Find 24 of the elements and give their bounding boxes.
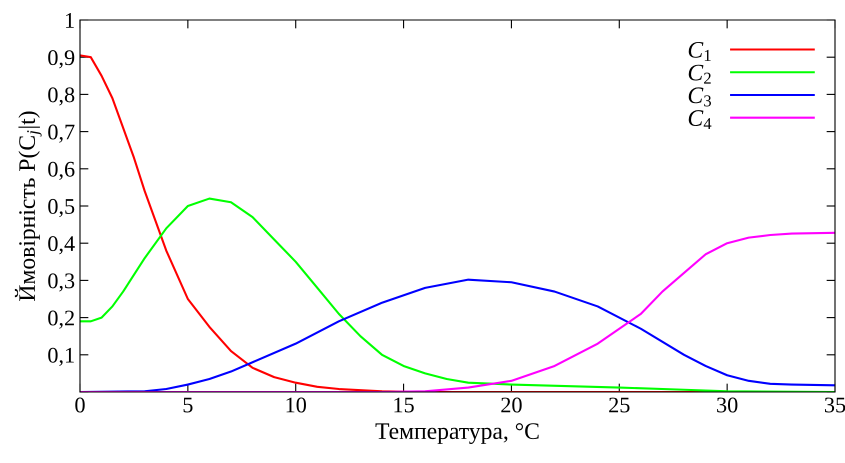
y-tick-label: 0,9 xyxy=(48,50,74,68)
legend-label: C$_{1}$ xyxy=(688,42,711,61)
x-tick-label: 5 xyxy=(184,398,193,412)
y-tick-label: 0,7 xyxy=(48,124,74,143)
y-tick-label: 0,1 xyxy=(48,348,74,366)
y-tick-label: 0,8 xyxy=(48,87,74,106)
x-tick-label: 0 xyxy=(75,398,85,412)
y-tick-label: 0,2 xyxy=(48,310,74,329)
x-tick-label: 20 xyxy=(501,398,522,412)
x-tick-label: 25 xyxy=(609,398,630,412)
legend-label: C$_{4}$ xyxy=(688,110,712,130)
y-tick-label: 0,6 xyxy=(48,162,74,180)
x-tick-label: 10 xyxy=(286,398,306,412)
x-tick-label: 30 xyxy=(717,398,738,412)
y-axis-title: Ймовірність P(C$_{j}$|t) xyxy=(14,111,42,301)
x-axis-title: Температура, °C xyxy=(376,423,539,444)
y-tick-label: 0,3 xyxy=(48,273,74,292)
y-tick-label: 0,4 xyxy=(48,236,75,254)
y-tick-label: 1 xyxy=(66,13,74,28)
y-tick-label: 0,5 xyxy=(48,198,74,218)
legend-label: C$_{3}$ xyxy=(688,87,711,106)
x-tick-label: 35 xyxy=(824,398,845,412)
x-tick-label: 15 xyxy=(394,398,414,412)
legend-label: C$_{2}$ xyxy=(688,64,711,84)
